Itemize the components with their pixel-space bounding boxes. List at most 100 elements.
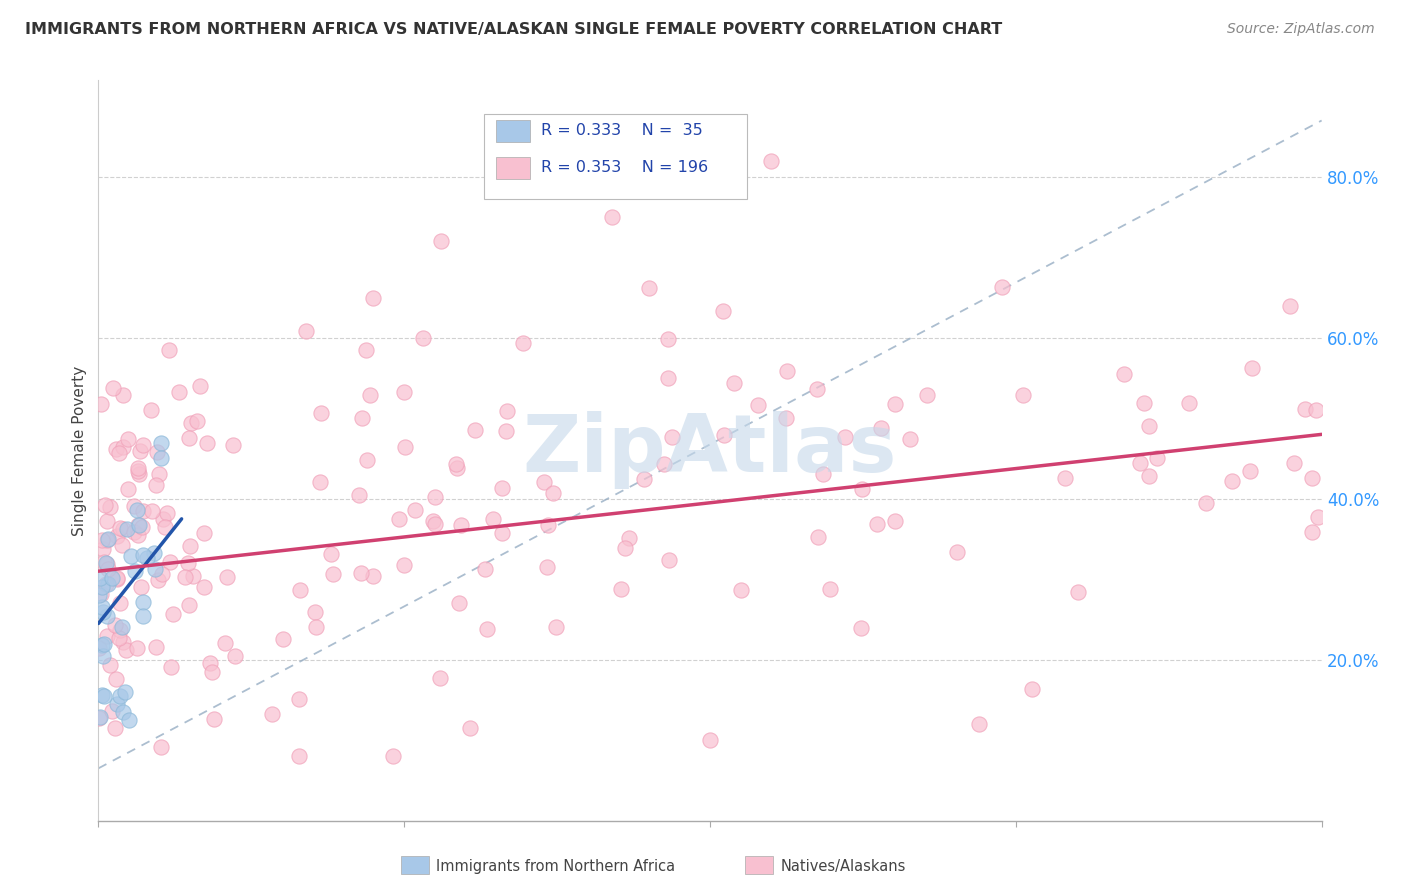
Point: [1139, 469, 1161, 483]
FancyBboxPatch shape: [484, 113, 747, 199]
Point: [271, 632, 294, 647]
Point: [322, 567, 344, 582]
Point: [309, 475, 332, 490]
Point: [806, 382, 828, 396]
Point: [141, 504, 163, 518]
Point: [600, 210, 623, 224]
Point: [105, 673, 128, 687]
Point: [536, 560, 558, 574]
Point: [125, 503, 148, 517]
Point: [807, 530, 830, 544]
Point: [94, 556, 117, 570]
Point: [162, 607, 184, 622]
Point: [699, 733, 721, 747]
Point: [354, 343, 377, 358]
Point: [87, 589, 110, 603]
Point: [91, 605, 114, 619]
Point: [179, 540, 201, 554]
Point: [482, 512, 505, 526]
Point: [1146, 451, 1168, 466]
Point: [143, 546, 166, 560]
Point: [131, 438, 153, 452]
Point: [1282, 457, 1305, 471]
Point: [111, 522, 134, 536]
Point: [120, 549, 142, 564]
Point: [90, 587, 112, 601]
Point: [200, 656, 222, 670]
Text: Natives/Alaskans: Natives/Alaskans: [780, 859, 905, 873]
Point: [89, 640, 111, 655]
Point: [1011, 388, 1033, 402]
Point: [127, 528, 149, 542]
Point: [495, 424, 517, 438]
Point: [851, 483, 873, 497]
Point: [544, 620, 567, 634]
Point: [112, 388, 135, 402]
Point: [153, 519, 176, 533]
Point: [89, 710, 111, 724]
Point: [1294, 401, 1316, 416]
Point: [412, 331, 434, 345]
Point: [321, 547, 343, 561]
Point: [711, 304, 734, 318]
Point: [305, 619, 328, 633]
Point: [177, 556, 200, 570]
Point: [177, 598, 200, 612]
Point: [392, 384, 415, 399]
Point: [132, 548, 155, 562]
Point: [111, 635, 134, 649]
Point: [1305, 403, 1327, 417]
Point: [143, 562, 166, 576]
Point: [866, 516, 889, 531]
Point: [967, 717, 990, 731]
Point: [110, 689, 132, 703]
Point: [394, 441, 416, 455]
Point: [105, 571, 128, 585]
Point: [101, 571, 124, 585]
Point: [127, 517, 149, 532]
Point: [422, 514, 444, 528]
Point: [633, 472, 655, 486]
Text: R = 0.333    N =  35: R = 0.333 N = 35: [541, 123, 703, 138]
Point: [128, 467, 150, 482]
Point: [201, 665, 224, 679]
Point: [104, 442, 127, 456]
Point: [96, 577, 118, 591]
Point: [884, 397, 907, 411]
Point: [157, 343, 180, 357]
Point: [141, 402, 163, 417]
Point: [108, 632, 131, 646]
Point: [124, 564, 146, 578]
Text: Immigrants from Northern Africa: Immigrants from Northern Africa: [436, 859, 675, 873]
Point: [177, 431, 200, 445]
Point: [1301, 471, 1323, 485]
Point: [129, 580, 152, 594]
Point: [131, 520, 153, 534]
Point: [350, 566, 373, 580]
Point: [1240, 361, 1263, 376]
Point: [404, 503, 426, 517]
Point: [491, 481, 513, 495]
Point: [159, 555, 181, 569]
Point: [98, 657, 121, 672]
Point: [654, 457, 676, 471]
Point: [150, 566, 173, 581]
Text: R = 0.353    N = 196: R = 0.353 N = 196: [541, 161, 709, 175]
Point: [152, 512, 174, 526]
Point: [190, 378, 212, 392]
Point: [1133, 396, 1156, 410]
Y-axis label: Single Female Poverty: Single Female Poverty: [72, 366, 87, 535]
Point: [90, 397, 112, 411]
Point: [96, 608, 118, 623]
Point: [180, 416, 202, 430]
Point: [713, 427, 735, 442]
Point: [145, 640, 167, 654]
Point: [132, 504, 155, 518]
Point: [543, 486, 565, 500]
Point: [444, 457, 467, 471]
Point: [775, 364, 797, 378]
Point: [458, 721, 481, 735]
Point: [150, 740, 173, 755]
Point: [214, 635, 236, 649]
Point: [381, 749, 404, 764]
